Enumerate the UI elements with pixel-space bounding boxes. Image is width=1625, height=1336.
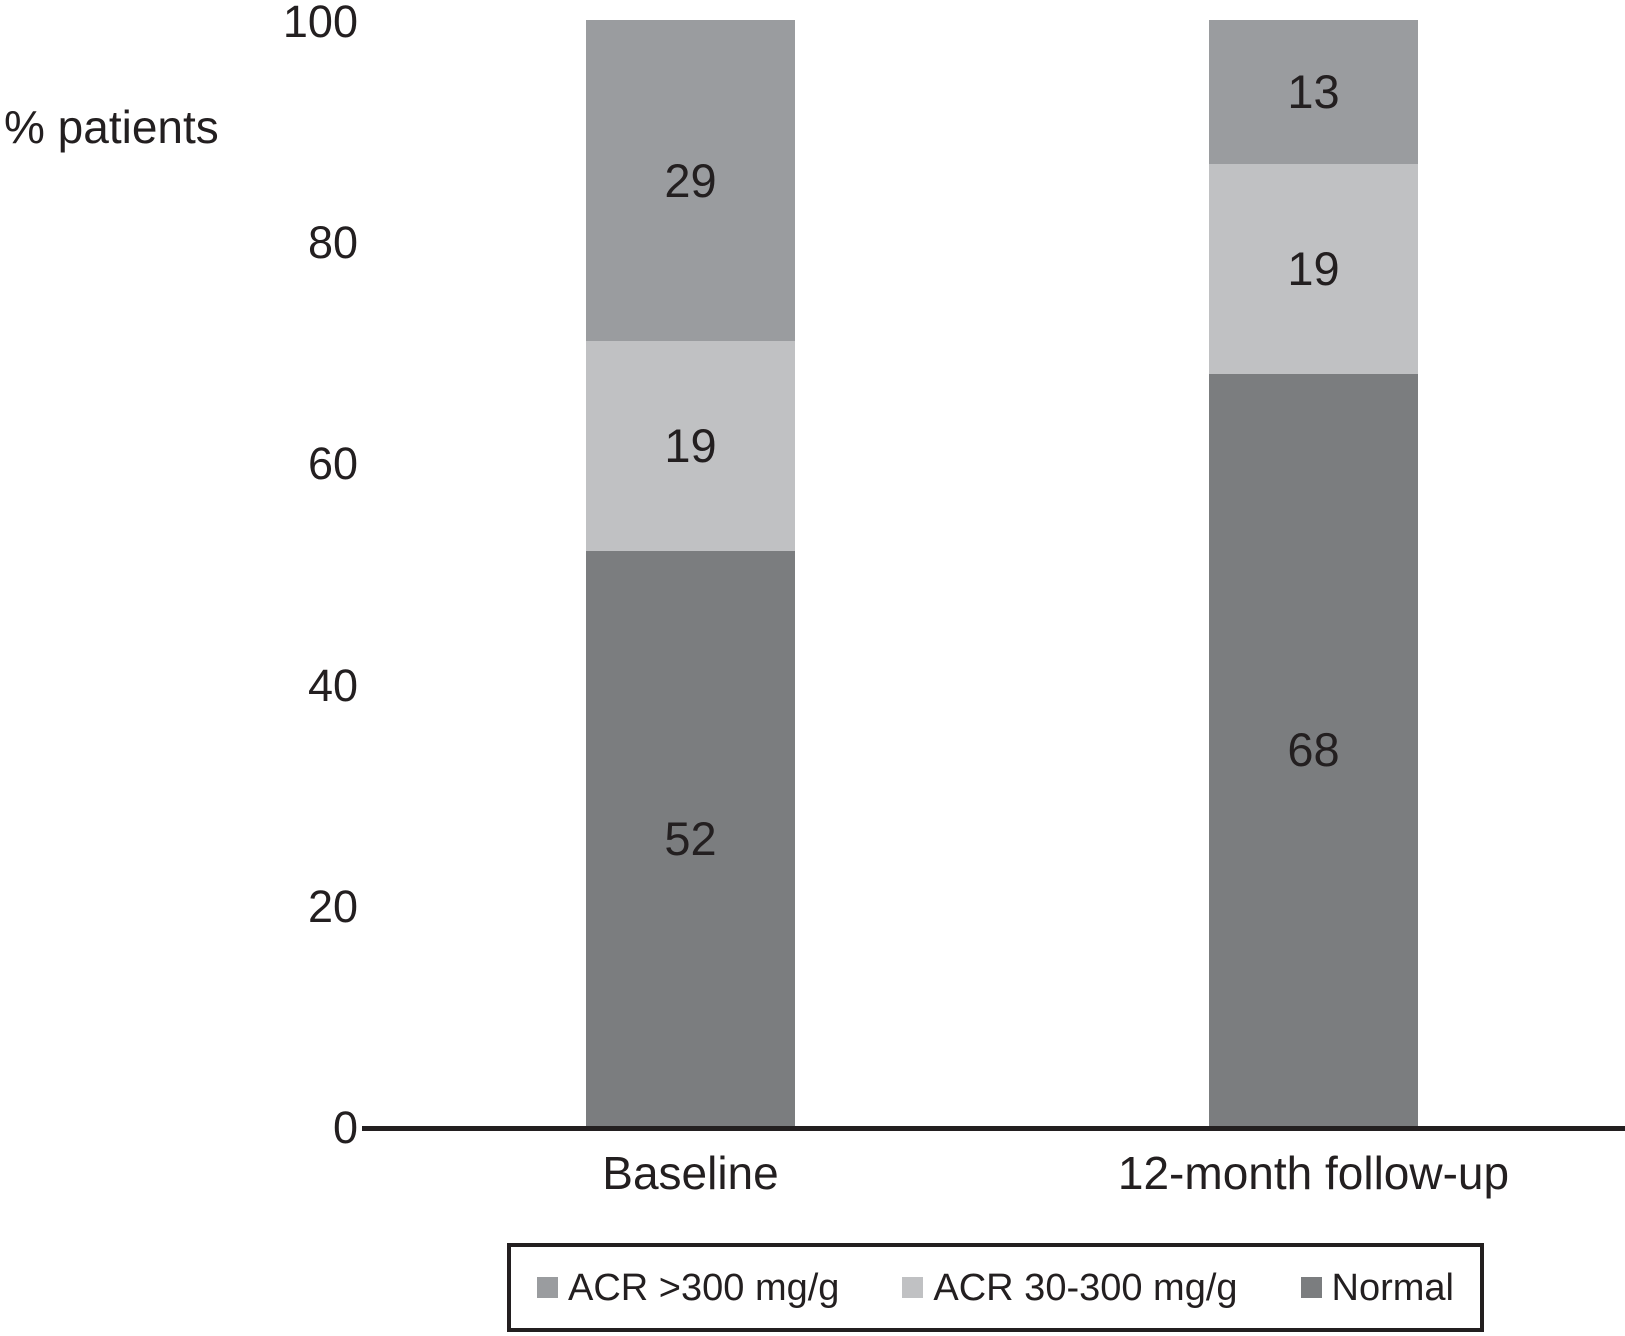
y-tick-label-80: 80 xyxy=(307,217,358,269)
segment-value-label: 52 xyxy=(664,811,717,865)
bar-segment: 13 xyxy=(1209,20,1418,164)
legend-swatch-icon xyxy=(537,1277,558,1298)
bar-segment: 29 xyxy=(586,20,795,341)
bar-segment: 52 xyxy=(586,550,795,1126)
y-tick-label-20: 20 xyxy=(307,880,358,932)
segment-value-label: 13 xyxy=(1287,65,1340,119)
legend-item: Normal xyxy=(1300,1266,1454,1309)
x-axis-line xyxy=(362,1126,1625,1131)
legend-item: ACR 30-300 mg/g xyxy=(902,1266,1238,1309)
y-tick-label-0: 0 xyxy=(332,1102,358,1153)
legend-label: ACR 30-300 mg/g xyxy=(933,1266,1238,1309)
x-category-label: Baseline xyxy=(602,1147,779,1199)
bar-segment: 19 xyxy=(586,340,795,551)
legend-item: ACR >300 mg/g xyxy=(537,1269,839,1307)
segment-value-label: 68 xyxy=(1287,723,1340,777)
segment-value-label: 19 xyxy=(664,419,717,473)
bar-12-month-follow-up: 13 19 68 xyxy=(1209,20,1418,1126)
y-tick-label-100: 100 xyxy=(282,0,358,47)
legend-swatch-icon xyxy=(902,1277,924,1298)
bar-baseline: 29 19 52 xyxy=(586,20,795,1126)
segment-value-label: 29 xyxy=(664,153,717,207)
legend-swatch-icon xyxy=(1300,1277,1322,1298)
x-category-label: 12-month follow-up xyxy=(1117,1147,1510,1199)
y-tick-label-60: 60 xyxy=(307,438,358,490)
y-axis-title: % patients xyxy=(4,101,219,153)
y-tick-label-40: 40 xyxy=(307,659,358,711)
segment-value-label: 19 xyxy=(1287,242,1340,296)
legend: ACR >300 mg/g ACR 30-300 mg/g Normal xyxy=(507,1243,1484,1332)
legend-label: ACR >300 mg/g xyxy=(568,1266,840,1309)
legend-label: Normal xyxy=(1331,1266,1454,1309)
bar-segment: 19 xyxy=(1209,163,1418,374)
bar-segment: 68 xyxy=(1209,373,1418,1126)
